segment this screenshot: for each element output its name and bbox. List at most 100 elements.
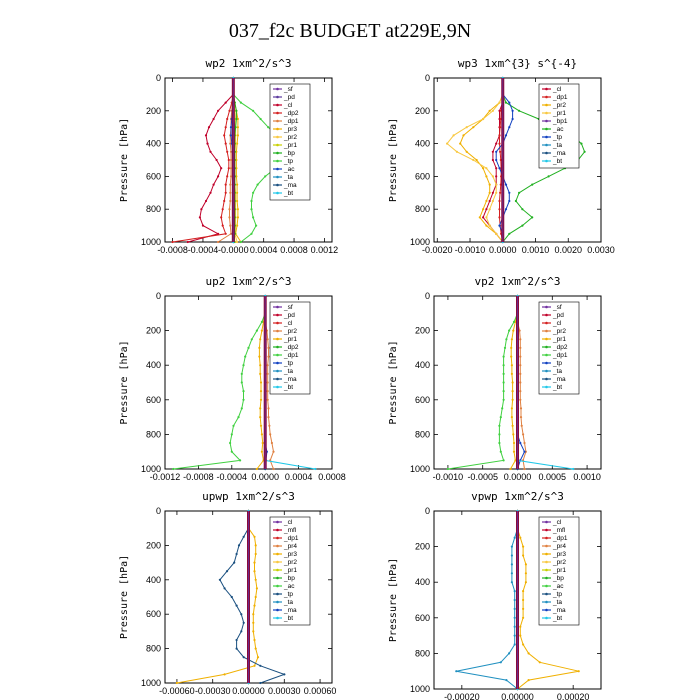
series-point (259, 681, 262, 685)
series-point (259, 372, 262, 375)
series-point (229, 150, 233, 153)
legend-entry: _bt (283, 384, 293, 391)
series-point (232, 424, 235, 427)
legend-entry: _ma (552, 607, 566, 614)
legend-marker (545, 568, 548, 572)
series-point (510, 416, 513, 419)
legend-entry: _pr1 (283, 336, 297, 343)
series-point (510, 554, 513, 557)
series-point (524, 581, 528, 584)
series-point (499, 416, 502, 419)
legend-marker (545, 600, 548, 604)
series-point (482, 117, 485, 121)
panel-2: up2 1xm^2/s^3 Pressure [hPa] 0 200 400 600 800… (119, 275, 346, 482)
series-point (522, 590, 525, 593)
legend-entry: _bp1 (552, 118, 568, 125)
series-point (221, 224, 224, 227)
series-point (234, 126, 237, 129)
series-point (218, 578, 221, 581)
series-point (472, 126, 475, 129)
series-point (498, 441, 501, 445)
series-point (519, 390, 522, 393)
legend-entry: _bp (283, 150, 295, 157)
series-point (508, 232, 511, 235)
x-tick-label: -0.0012 (150, 472, 181, 482)
series-point (513, 536, 516, 539)
legend-marker (276, 560, 279, 564)
series-point (498, 101, 501, 104)
series-point (499, 126, 502, 129)
series-point (511, 390, 514, 393)
legend-entry: _ta (283, 368, 293, 375)
series-point (227, 158, 230, 162)
series-point (512, 433, 515, 436)
series-line-dp2 (172, 78, 234, 243)
series-point (260, 450, 263, 453)
series-point (217, 175, 220, 178)
legend-marker (276, 87, 279, 91)
legend-marker (276, 528, 279, 532)
series-point (583, 150, 586, 153)
series-point (488, 224, 491, 227)
legend-entry: _ma (283, 376, 297, 383)
series-point (513, 616, 516, 619)
series-point (511, 117, 514, 121)
series-point (511, 424, 514, 427)
series-point (499, 150, 502, 153)
y-tick-label: 400 (415, 360, 430, 370)
series-point (256, 183, 259, 186)
legend-entry: _bt (283, 615, 293, 622)
legend-marker (276, 520, 279, 524)
series-point (266, 338, 269, 341)
legend-entry: _sf (283, 304, 293, 311)
legend-entry: _ta (552, 368, 562, 375)
y-tick-label: 400 (415, 577, 430, 587)
series-point (224, 126, 227, 129)
series-point (255, 224, 258, 227)
series-point (482, 216, 485, 219)
series-point (269, 433, 272, 436)
series-point (495, 183, 498, 186)
legend-entry: _cl (283, 320, 293, 327)
x-tick-label: 0.0020 (554, 245, 582, 255)
legend-entry: _dp1 (283, 535, 299, 542)
series-point (491, 191, 494, 194)
y-tick-label: 800 (415, 429, 430, 439)
series-point (242, 364, 245, 367)
series-point (252, 621, 255, 624)
series-point (522, 554, 525, 557)
legend-entry: _tp (552, 360, 562, 367)
series-point (491, 158, 494, 162)
x-tick-label: 0.0000 (504, 472, 532, 482)
legend-entry: _ta (552, 599, 562, 606)
series-point (217, 240, 220, 244)
legend-box (538, 83, 580, 169)
series-point (513, 625, 516, 628)
legend-entry: _pr1 (552, 110, 566, 117)
panel-title: vp2 1xm^2/s^3 (474, 275, 560, 288)
legend-entry: _pr1 (552, 336, 566, 343)
legend-marker (276, 576, 279, 580)
series-point (491, 199, 494, 203)
series-point (514, 199, 518, 203)
series-point (255, 587, 258, 590)
series-point (508, 329, 511, 332)
series-point (495, 150, 498, 153)
legend-entry: _ta (283, 599, 293, 606)
series-point (518, 191, 521, 194)
series-point (259, 407, 262, 410)
series-point (258, 346, 261, 349)
x-tick-label: 0.00020 (557, 692, 590, 700)
legend-entry: _bt (552, 615, 562, 622)
series-point (505, 679, 508, 682)
legend-entry: _pr2 (552, 102, 566, 109)
series-point (171, 240, 174, 244)
series-point (239, 240, 242, 244)
legend-entry: _pd (283, 94, 295, 101)
series-point (200, 208, 203, 211)
series-point (452, 134, 455, 137)
series-point (206, 142, 209, 145)
series-point (519, 346, 522, 349)
series-point (252, 109, 255, 112)
series-point (508, 126, 511, 129)
